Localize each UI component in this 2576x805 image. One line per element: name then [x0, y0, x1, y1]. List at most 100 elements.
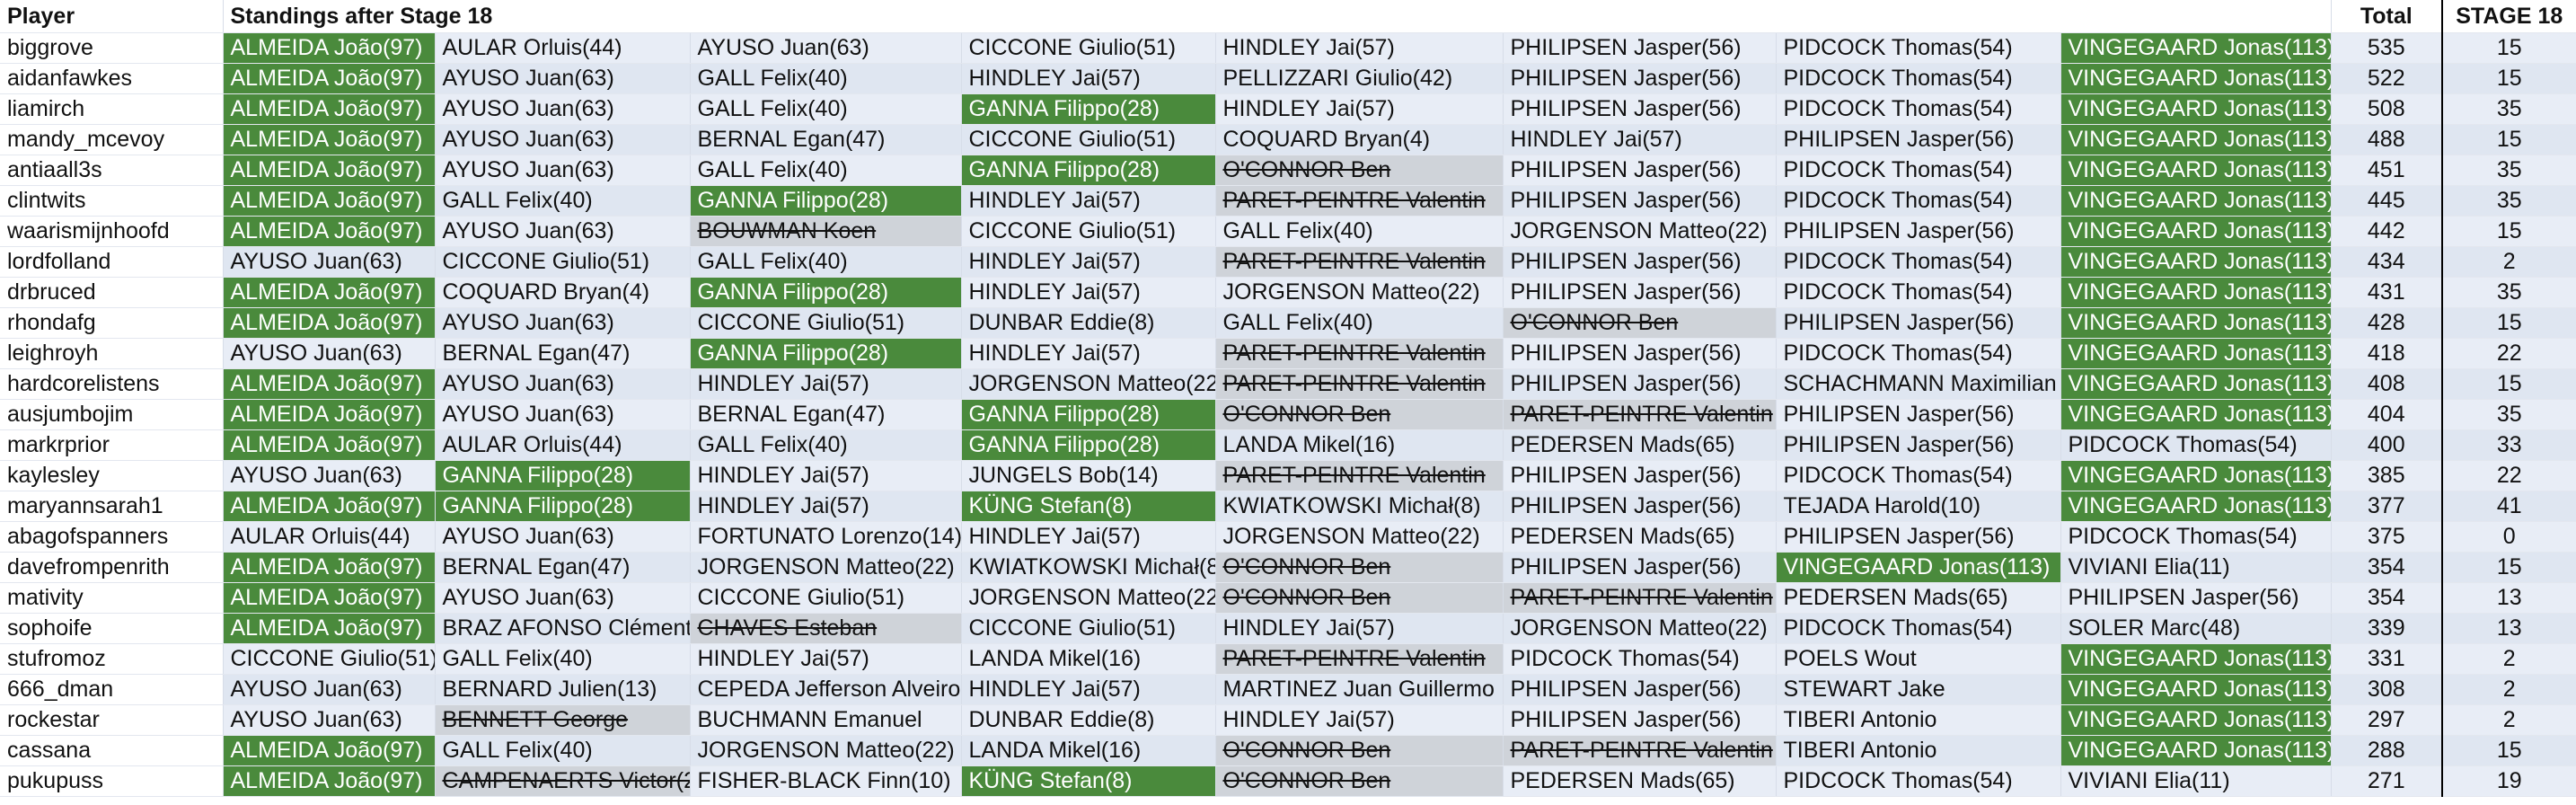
rider-cell[interactable]: VINGEGAARD Jonas(113) [2060, 399, 2332, 430]
stage-cell[interactable]: 2 [2441, 246, 2576, 278]
rider-cell[interactable]: FISHER-BLACK Finn(10) [690, 765, 962, 797]
rider-cell[interactable]: PHILIPSEN Jasper(56) [1776, 307, 2061, 339]
rider-cell[interactable]: HINDLEY Jai(57) [1215, 613, 1504, 644]
total-cell[interactable]: 377 [2331, 491, 2443, 522]
rider-cell[interactable]: TEJADA Harold(10) [1776, 491, 2061, 522]
stage-cell[interactable]: 13 [2441, 613, 2576, 644]
rider-cell[interactable]: ALMEIDA João(97) [223, 185, 436, 217]
total-cell[interactable]: 535 [2331, 32, 2443, 64]
rider-cell[interactable]: SOLER Marc(48) [2060, 613, 2332, 644]
stage-cell[interactable]: 2 [2441, 674, 2576, 705]
rider-cell[interactable]: VINGEGAARD Jonas(113) [2060, 368, 2332, 400]
rider-cell[interactable]: KWIATKOWSKI Michał(8) [1215, 491, 1504, 522]
rider-cell[interactable]: AYUSO Juan(63) [435, 399, 691, 430]
rider-cell[interactable]: JUNGELS Bob(14) [961, 460, 1216, 491]
rider-cell[interactable]: GALL Felix(40) [1215, 307, 1504, 339]
player-cell[interactable]: pukupuss [0, 765, 224, 797]
rider-cell[interactable]: ALMEIDA João(97) [223, 155, 436, 186]
rider-cell[interactable]: AYUSO Juan(63) [223, 338, 436, 369]
rider-cell[interactable]: SCHACHMANN Maximilian [1776, 368, 2061, 400]
rider-cell[interactable]: PHILIPSEN Jasper(56) [1503, 155, 1777, 186]
rider-cell[interactable]: GALL Felix(40) [435, 185, 691, 217]
rider-cell[interactable]: PIDCOCK Thomas(54) [1776, 32, 2061, 64]
rider-cell[interactable]: PARET-PEINTRE Valentin [1215, 338, 1504, 369]
rider-cell[interactable]: JORGENSON Matteo(22) [1215, 277, 1504, 308]
rider-cell[interactable]: ALMEIDA João(97) [223, 277, 436, 308]
stage-cell[interactable]: 41 [2441, 491, 2576, 522]
rider-cell[interactable]: O'CONNOR Ben [1215, 735, 1504, 766]
rider-cell[interactable]: PHILIPSEN Jasper(56) [1503, 246, 1777, 278]
rider-cell[interactable]: GANNA Filippo(28) [690, 338, 962, 369]
player-cell[interactable]: mativity [0, 582, 224, 614]
rider-cell[interactable]: PHILIPSEN Jasper(56) [1503, 93, 1777, 125]
rider-cell[interactable]: JORGENSON Matteo(22) [690, 735, 962, 766]
rider-cell[interactable]: CICCONE Giulio(51) [690, 307, 962, 339]
rider-cell[interactable]: HINDLEY Jai(57) [1215, 32, 1504, 64]
rider-cell[interactable]: VINGEGAARD Jonas(113) [2060, 32, 2332, 64]
rider-cell[interactable]: PHILIPSEN Jasper(56) [1503, 491, 1777, 522]
rider-cell[interactable]: AYUSO Juan(63) [435, 582, 691, 614]
rider-cell[interactable]: PHILIPSEN Jasper(56) [1776, 124, 2061, 155]
rider-cell[interactable]: JORGENSON Matteo(22) [961, 368, 1216, 400]
rider-cell[interactable]: PIDCOCK Thomas(54) [2060, 429, 2332, 461]
rider-cell[interactable]: PHILIPSEN Jasper(56) [1776, 399, 2061, 430]
player-cell[interactable]: liamirch [0, 93, 224, 125]
rider-cell[interactable]: GANNA Filippo(28) [690, 277, 962, 308]
rider-cell[interactable]: PEDERSEN Mads(65) [1503, 429, 1777, 461]
rider-cell[interactable]: PHILIPSEN Jasper(56) [1503, 552, 1777, 583]
rider-cell[interactable]: O'CONNOR Ben [1503, 307, 1777, 339]
stage-cell[interactable]: 13 [2441, 582, 2576, 614]
rider-cell[interactable]: AULAR Orluis(44) [435, 429, 691, 461]
rider-cell[interactable]: VINGEGAARD Jonas(113) [2060, 216, 2332, 247]
rider-cell[interactable]: VINGEGAARD Jonas(113) [2060, 246, 2332, 278]
stage-cell[interactable]: 35 [2441, 399, 2576, 430]
rider-cell[interactable]: MARTINEZ Juan Guillermo [1215, 674, 1504, 705]
rider-cell[interactable]: BRAZ AFONSO Clément [435, 613, 691, 644]
player-cell[interactable]: stufromoz [0, 643, 224, 675]
rider-cell[interactable]: AYUSO Juan(63) [435, 155, 691, 186]
rider-cell[interactable]: VINGEGAARD Jonas(113) [2060, 460, 2332, 491]
rider-cell[interactable]: O'CONNOR Ben [1215, 399, 1504, 430]
rider-cell[interactable]: ALMEIDA João(97) [223, 552, 436, 583]
total-cell[interactable]: 442 [2331, 216, 2443, 247]
rider-cell[interactable]: HINDLEY Jai(57) [1215, 93, 1504, 125]
rider-cell[interactable]: PELLIZZARI Giulio(42) [1215, 63, 1504, 94]
total-cell[interactable]: 445 [2331, 185, 2443, 217]
rider-cell[interactable]: BERNAL Egan(47) [690, 399, 962, 430]
header-standings[interactable]: Standings after Stage 18 [223, 0, 2332, 33]
player-cell[interactable]: 666_dman [0, 674, 224, 705]
rider-cell[interactable]: CEPEDA Jefferson Alveiro [690, 674, 962, 705]
player-cell[interactable]: clintwits [0, 185, 224, 217]
rider-cell[interactable]: CHAVES Esteban [690, 613, 962, 644]
rider-cell[interactable]: O'CONNOR Ben [1215, 765, 1504, 797]
total-cell[interactable]: 308 [2331, 674, 2443, 705]
rider-cell[interactable]: PHILIPSEN Jasper(56) [1776, 216, 2061, 247]
rider-cell[interactable]: PARET-PEINTRE Valentin [1503, 399, 1777, 430]
rider-cell[interactable]: AYUSO Juan(63) [435, 216, 691, 247]
rider-cell[interactable]: ALMEIDA João(97) [223, 735, 436, 766]
rider-cell[interactable]: AYUSO Juan(63) [690, 32, 962, 64]
rider-cell[interactable]: PARET-PEINTRE Valentin [1215, 368, 1504, 400]
rider-cell[interactable]: PIDCOCK Thomas(54) [2060, 521, 2332, 553]
total-cell[interactable]: 400 [2331, 429, 2443, 461]
rider-cell[interactable]: VINGEGAARD Jonas(113) [2060, 307, 2332, 339]
rider-cell[interactable]: VINGEGAARD Jonas(113) [2060, 93, 2332, 125]
rider-cell[interactable]: PARET-PEINTRE Valentin [1503, 582, 1777, 614]
rider-cell[interactable]: ALMEIDA João(97) [223, 765, 436, 797]
total-cell[interactable]: 408 [2331, 368, 2443, 400]
rider-cell[interactable]: GANNA Filippo(28) [435, 491, 691, 522]
rider-cell[interactable]: AYUSO Juan(63) [435, 521, 691, 553]
stage-cell[interactable]: 15 [2441, 368, 2576, 400]
rider-cell[interactable]: PIDCOCK Thomas(54) [1776, 765, 2061, 797]
rider-cell[interactable]: COQUARD Bryan(4) [435, 277, 691, 308]
rider-cell[interactable]: AYUSO Juan(63) [435, 307, 691, 339]
total-cell[interactable]: 522 [2331, 63, 2443, 94]
rider-cell[interactable]: PARET-PEINTRE Valentin [1503, 735, 1777, 766]
rider-cell[interactable]: TIBERI Antonio [1776, 704, 2061, 736]
player-cell[interactable]: leighroyh [0, 338, 224, 369]
rider-cell[interactable]: GANNA Filippo(28) [690, 185, 962, 217]
player-cell[interactable]: ausjumbojim [0, 399, 224, 430]
rider-cell[interactable]: PHILIPSEN Jasper(56) [1776, 429, 2061, 461]
rider-cell[interactable]: JORGENSON Matteo(22) [1503, 613, 1777, 644]
rider-cell[interactable]: JORGENSON Matteo(22) [961, 582, 1216, 614]
